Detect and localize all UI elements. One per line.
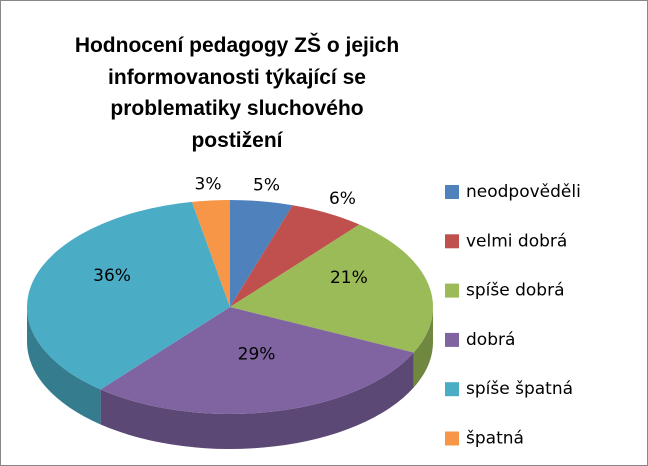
data-label: 29% — [238, 345, 276, 365]
pie-slice-side — [413, 307, 433, 388]
data-label: 21% — [330, 268, 368, 288]
chart-title: Hodnocení pedagogy ZŠ o jejich informova… — [74, 34, 400, 152]
data-label: 36% — [93, 266, 131, 286]
legend-swatch — [445, 234, 459, 249]
legend-label: neodpověděli — [466, 182, 581, 202]
legend-swatch — [445, 332, 459, 347]
pie-slice — [230, 200, 293, 307]
legend-label: špatná — [466, 429, 524, 449]
legend-label: spíše špatná — [466, 379, 573, 399]
legend-swatch — [445, 185, 459, 199]
legend-swatch — [445, 283, 459, 298]
data-label: 3% — [195, 174, 222, 194]
pie-slice — [191, 200, 230, 307]
data-label: 6% — [329, 189, 356, 209]
pie-slice-side — [100, 352, 414, 449]
legend-swatch — [445, 382, 459, 397]
legend-label: velmi dobrá — [466, 231, 567, 251]
legend-swatch — [445, 431, 459, 446]
legend-label: spíše dobrá — [466, 281, 564, 301]
pie-slice — [230, 205, 360, 307]
pie-slice — [100, 307, 414, 414]
pie-slice — [230, 224, 433, 353]
pie-slice — [26, 201, 231, 390]
legend-label: dobrá — [466, 330, 515, 350]
pie-slice-side — [27, 307, 101, 425]
data-label: 5% — [253, 175, 280, 195]
